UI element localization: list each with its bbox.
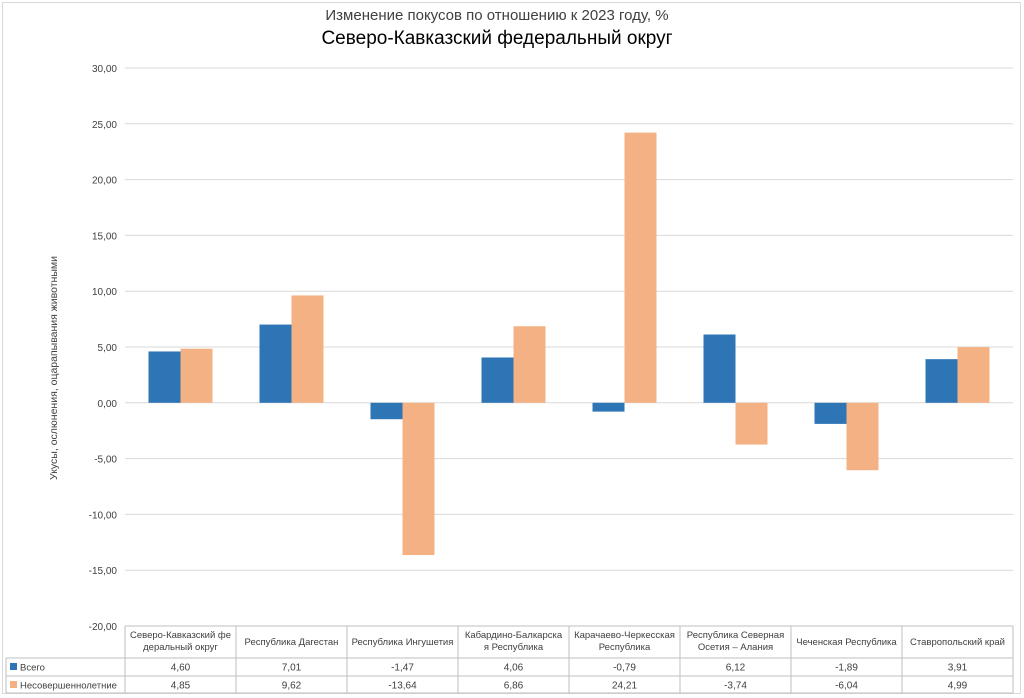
category-label: Карачаево-Черкесская: [574, 630, 675, 641]
category-label: Республика Ингушетия: [352, 637, 454, 648]
bar-total: [592, 402, 625, 412]
category-label: Чеченская Республика: [796, 637, 897, 648]
bar-total: [148, 351, 181, 403]
data-label: 4,99: [948, 681, 968, 692]
bar-minors: [624, 132, 657, 403]
y-tick-label: 10,00: [92, 287, 117, 298]
data-label: 24,21: [612, 681, 637, 692]
category-label: Ставропольский край: [910, 637, 1005, 648]
category-label: Северо-Кавказский фе: [130, 630, 231, 641]
bar-minors: [735, 402, 768, 445]
bar-total: [703, 334, 736, 403]
bar-total: [481, 357, 514, 403]
data-label: -1,89: [835, 663, 858, 674]
data-label: 4,85: [171, 681, 191, 692]
bar-minors: [291, 295, 324, 403]
legend-label: Несовершеннолетние: [20, 681, 117, 692]
data-label: 4,60: [171, 663, 191, 674]
bar-minors: [513, 326, 546, 403]
y-tick-label: 0,00: [98, 399, 118, 410]
legend-key-minors: [10, 681, 17, 688]
data-label: -1,47: [391, 663, 414, 674]
legend-key-total: [10, 663, 17, 670]
chart-title: Изменение покусов по отношению к 2023 го…: [325, 7, 668, 24]
data-label: -6,04: [835, 681, 858, 692]
category-label: Республика Северная: [687, 630, 784, 641]
data-label: 3,91: [948, 663, 968, 674]
bar-total: [814, 402, 847, 424]
y-tick-label: 15,00: [92, 231, 117, 242]
category-label: Республика: [599, 642, 651, 653]
category-label: Кабардино-Балкарска: [465, 630, 563, 641]
data-label: -13,64: [388, 681, 417, 692]
bar-total: [925, 359, 958, 403]
y-tick-label: -15,00: [89, 566, 118, 577]
legend-label: Всего: [20, 663, 45, 674]
bar-minors: [957, 347, 990, 403]
data-label: 9,62: [282, 681, 302, 692]
bar-total: [259, 324, 292, 403]
data-label: -0,79: [613, 663, 636, 674]
bar-minors: [846, 402, 879, 471]
y-tick-label: -10,00: [89, 510, 118, 521]
y-tick-label: 25,00: [92, 120, 117, 131]
category-label: Республика Дагестан: [245, 637, 339, 648]
category-label: я Республика: [484, 642, 544, 653]
category-label: Осетия – Алания: [698, 642, 773, 653]
bar-minors: [402, 402, 435, 556]
data-label: 6,12: [726, 663, 746, 674]
y-axis-label: Укусы, ослюнения, оцарапывания животными: [48, 256, 60, 480]
bar-total: [370, 402, 403, 420]
data-label: 6,86: [504, 681, 524, 692]
chart-subtitle: Северо-Кавказский федеральный округ: [321, 28, 672, 49]
y-tick-label: 20,00: [92, 176, 117, 187]
bar-minors: [180, 348, 213, 403]
y-tick-label: -5,00: [94, 455, 117, 466]
y-tick-label: 5,00: [98, 343, 118, 354]
y-tick-label: -20,00: [89, 622, 118, 633]
category-label: деральный округ: [143, 642, 218, 653]
y-tick-label: 30,00: [92, 64, 117, 75]
data-label: -3,74: [724, 681, 747, 692]
data-label: 7,01: [282, 663, 302, 674]
data-label: 4,06: [504, 663, 524, 674]
